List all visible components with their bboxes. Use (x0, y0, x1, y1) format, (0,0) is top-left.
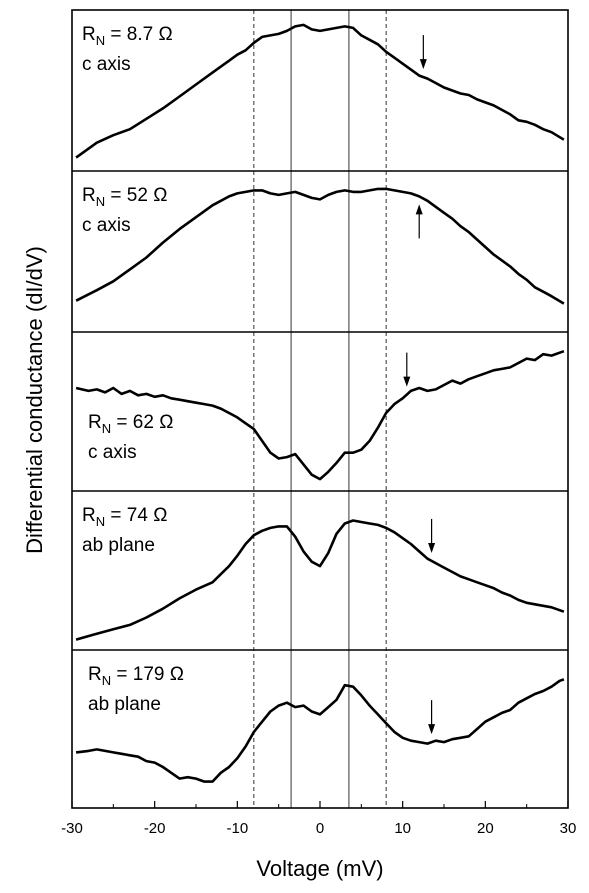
rn-value: = 179 Ω (111, 664, 184, 685)
conductance-curve-2 (75, 187, 565, 305)
rn-symbol: R (82, 24, 96, 45)
rn-label-5: RN = 179 Ω (88, 664, 184, 688)
rn-subscript: N (96, 33, 105, 48)
rn-label-2: RN = 52 Ω (82, 185, 167, 209)
orientation-label-1: c axis (82, 54, 131, 75)
conductance-curve-1 (75, 23, 565, 159)
rn-value: = 74 Ω (105, 505, 167, 526)
rn-value: = 52 Ω (105, 185, 167, 206)
rn-subscript: N (96, 514, 105, 529)
plot-frame (71, 9, 569, 809)
arrow-marker-1 (419, 35, 427, 70)
x-tick-label-0: -30 (61, 820, 83, 837)
x-tick-label-4: 10 (394, 820, 411, 837)
orientation-label-5: ab plane (88, 694, 161, 715)
conductance-curve-5 (75, 678, 565, 783)
arrow-marker-3 (403, 352, 411, 387)
rn-label-3: RN = 62 Ω (88, 412, 173, 436)
rn-symbol: R (88, 412, 102, 433)
x-tick-label-5: 20 (477, 820, 494, 837)
rn-subscript: N (96, 194, 105, 209)
panel-2: RN = 52 Ω c axis (75, 185, 565, 305)
x-tick-label-3: 0 (316, 820, 324, 837)
arrow-marker-4 (428, 518, 436, 553)
x-axis: -30 -20 -10 0 10 20 30 (61, 801, 576, 837)
panel-3: RN = 62 Ω c axis (75, 349, 565, 481)
panel-1: RN = 8.7 Ω c axis (75, 23, 565, 159)
outer-frame (71, 9, 569, 809)
conductance-curve-4 (75, 519, 565, 641)
reference-lines (253, 10, 387, 808)
orientation-label-2: c axis (82, 215, 131, 236)
rn-label-1: RN = 8.7 Ω (82, 24, 173, 48)
orientation-label-4: ab plane (82, 535, 155, 556)
rn-value: = 62 Ω (111, 412, 173, 433)
rn-subscript: N (102, 673, 111, 688)
x-axis-title: Voltage (mV) (256, 856, 383, 881)
x-tick-label-6: 30 (560, 820, 577, 837)
arrow-marker-5 (428, 700, 436, 735)
orientation-label-3: c axis (88, 442, 137, 463)
rn-symbol: R (82, 505, 96, 526)
x-tick-label-1: -20 (144, 820, 166, 837)
rn-symbol: R (88, 664, 102, 685)
rn-label-4: RN = 74 Ω (82, 505, 167, 529)
x-tick-label-2: -10 (226, 820, 248, 837)
rn-symbol: R (82, 185, 96, 206)
rn-value: = 8.7 Ω (105, 24, 173, 45)
arrow-marker-2 (415, 204, 423, 239)
conductance-curve-3 (75, 349, 565, 481)
y-axis-title: Differential conductance (dI/dV) (22, 246, 47, 554)
panel-4: RN = 74 Ω ab plane (75, 505, 565, 641)
rn-subscript: N (102, 421, 111, 436)
panel-5: RN = 179 Ω ab plane (75, 664, 565, 783)
